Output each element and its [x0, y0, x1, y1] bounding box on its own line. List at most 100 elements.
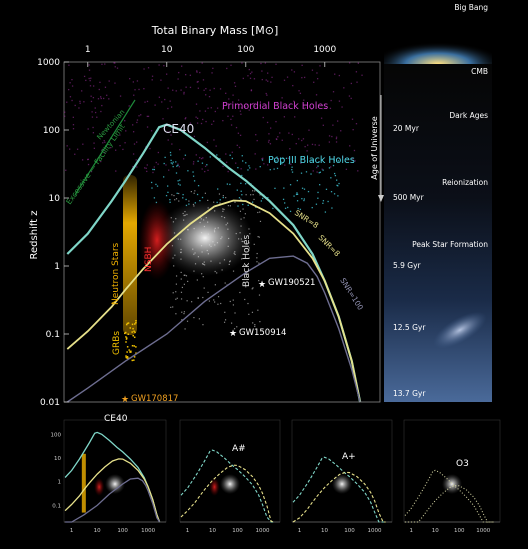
pop3-bh-point — [333, 172, 336, 175]
primordial-bh-point — [321, 168, 323, 170]
primordial-bh-point — [165, 164, 167, 166]
black-hole-point — [180, 238, 182, 240]
mini-x-tick-label: 1000 — [141, 528, 155, 534]
pop3-bh-point — [337, 185, 339, 187]
primordial-bh-point — [164, 98, 166, 101]
primordial-bh-point — [65, 169, 67, 171]
black-hole-point — [214, 284, 216, 286]
black-hole-point — [258, 294, 261, 296]
primordial-bh-point — [353, 149, 356, 152]
primordial-bh-point — [291, 133, 293, 136]
black-hole-point — [200, 232, 203, 234]
black-hole-point — [204, 192, 206, 194]
black-hole-point — [178, 192, 180, 195]
primordial-bh-point — [293, 100, 295, 102]
primordial-bh-point — [76, 148, 79, 150]
pop3-bh-point — [219, 199, 221, 201]
primordial-bh-point — [79, 100, 81, 102]
black-hole-point — [259, 321, 261, 323]
grb-point — [135, 320, 137, 322]
pop3-bh-point — [177, 183, 180, 185]
primordial-bh-point — [316, 78, 319, 80]
primordial-bh-point — [213, 87, 215, 90]
black-hole-point — [203, 219, 205, 221]
primordial-bh-point — [316, 72, 318, 74]
primordial-bh-point — [266, 121, 269, 124]
primordial-bh-point — [263, 163, 265, 165]
pop3-bh-point — [267, 197, 269, 199]
black-hole-point — [172, 292, 174, 294]
grb-point — [127, 322, 130, 324]
black-hole-point — [218, 193, 221, 195]
primordial-bh-point — [129, 78, 131, 80]
mini-panel-3: 1 10 100 1000 — [403, 419, 501, 534]
black-hole-point — [201, 251, 203, 253]
pop3-bh-point — [187, 170, 189, 172]
primordial-bh-point — [153, 166, 155, 168]
mini-panel-1: 1 10 100 1000 — [179, 419, 281, 534]
primordial-bh-point — [136, 119, 139, 121]
primordial-bh-point — [354, 160, 356, 162]
primordial-bh-point — [311, 143, 314, 146]
primordial-bh-point — [185, 73, 187, 76]
primordial-bh-point — [350, 82, 353, 85]
primordial-bh-point — [311, 108, 313, 110]
primordial-bh-point — [151, 75, 154, 77]
primordial-bh-point — [312, 170, 314, 172]
primordial-bh-point — [298, 138, 300, 140]
black-hole-point — [250, 194, 252, 196]
mini-panel-label-o3: O3 — [456, 459, 469, 469]
black-hole-point — [203, 287, 205, 289]
primordial-bh-point — [328, 141, 331, 143]
primordial-bh-point — [284, 164, 286, 166]
primordial-bh-point — [288, 132, 290, 134]
primordial-bh-point — [128, 105, 130, 107]
grb-point — [125, 355, 127, 357]
primordial-bh-point — [209, 89, 211, 91]
primordial-bh-point — [222, 165, 224, 168]
pop3-bh-point — [156, 185, 159, 187]
mini-panel-frame — [63, 419, 167, 523]
grb-point — [133, 330, 135, 332]
black-hole-point — [183, 283, 185, 285]
mini-x-tick-label: 1 — [298, 528, 302, 534]
primordial-bh-point — [230, 64, 232, 66]
black-hole-point — [197, 297, 199, 299]
primordial-bh-point — [125, 130, 127, 132]
primordial-bh-point — [102, 97, 105, 100]
primordial-bh-point — [178, 166, 180, 168]
grb-point — [131, 323, 134, 326]
mini-panel-frame — [179, 419, 281, 523]
pop3-bh-point — [237, 205, 239, 207]
black-hole-point — [181, 319, 183, 321]
pop3-bh-point — [209, 156, 211, 158]
primordial-bh-point — [350, 97, 352, 100]
primordial-bh-point — [356, 81, 358, 83]
primordial-bh-point — [289, 148, 291, 150]
primordial-bh-point — [200, 122, 203, 125]
primordial-bh-point — [146, 115, 148, 118]
primordial-bh-point — [175, 90, 177, 92]
pop3-bh-point — [333, 159, 335, 161]
grb-point — [130, 350, 132, 353]
primordial-bh-point — [277, 157, 280, 160]
primordial-bh-point — [106, 94, 108, 96]
primordial-bh-point — [201, 62, 203, 64]
pop3-bh-point — [330, 177, 332, 179]
black-hole-point — [207, 253, 209, 255]
pop3-bh-point — [284, 207, 287, 209]
black-hole-point — [243, 217, 245, 219]
primordial-bh-point — [306, 144, 309, 146]
black-hole-point — [175, 275, 178, 277]
primordial-bh-point — [158, 96, 161, 98]
primordial-bh-point — [335, 136, 338, 138]
primordial-bh-point — [232, 115, 234, 117]
black-hole-point — [242, 264, 245, 267]
black-hole-point — [259, 194, 261, 196]
black-hole-point — [252, 287, 254, 289]
primordial-bh-point — [68, 88, 70, 91]
black-hole-point — [202, 296, 204, 299]
pop3-bh-point — [255, 206, 257, 208]
mini-curve-snr-8 — [180, 464, 274, 523]
black-hole-point — [253, 243, 255, 245]
